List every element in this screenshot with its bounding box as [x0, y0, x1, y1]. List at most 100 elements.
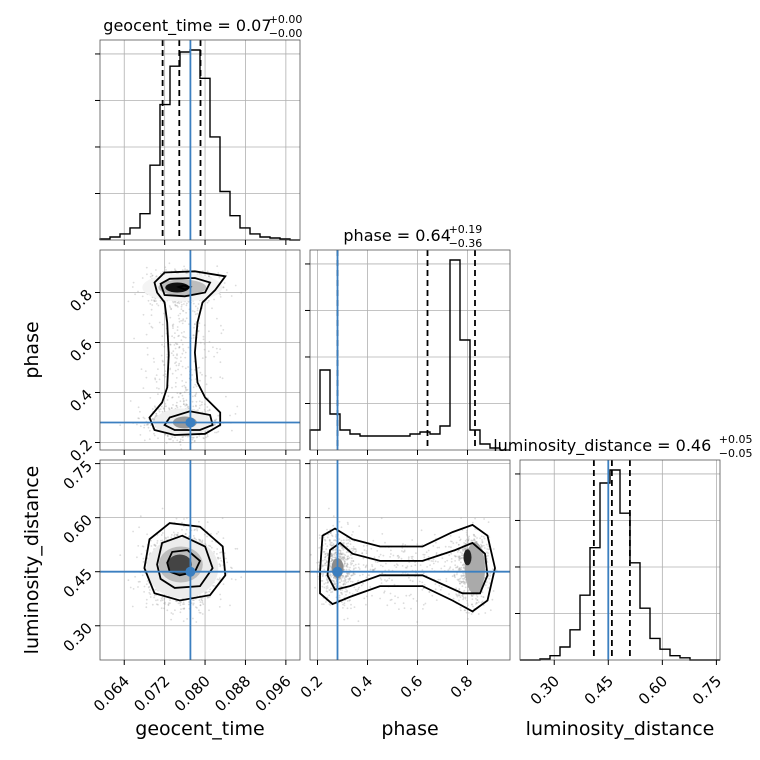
sample-point [342, 580, 345, 582]
sample-point [329, 555, 332, 558]
y-tick-label: 0.8 [66, 286, 96, 316]
sample-point [208, 275, 210, 278]
sample-point [345, 542, 348, 545]
sample-point [474, 528, 477, 530]
sample-point [483, 537, 486, 540]
sample-point [454, 576, 456, 579]
sample-point [453, 554, 456, 557]
sample-point [207, 275, 210, 278]
sample-point [329, 574, 332, 577]
sample-point [324, 556, 326, 559]
sample-point [450, 560, 453, 563]
sample-point [458, 599, 460, 602]
sample-point [222, 329, 225, 331]
sample-point [347, 555, 350, 558]
sample-point [343, 562, 346, 565]
sample-point [322, 551, 325, 553]
sample-point [190, 602, 193, 604]
sample-point [352, 547, 355, 550]
sample-point [185, 389, 188, 392]
sample-point [136, 556, 138, 559]
sample-point [142, 387, 145, 389]
sample-point [466, 533, 468, 536]
sample-point [153, 543, 156, 546]
sample-point [177, 306, 179, 308]
sample-point [325, 548, 328, 551]
sample-point [174, 385, 177, 388]
sample-point [222, 286, 225, 289]
sample-point [176, 353, 178, 356]
sample-point [339, 552, 341, 555]
sample-point [459, 606, 462, 609]
sample-point [358, 568, 361, 570]
sample-point [180, 308, 183, 310]
sample-point [168, 305, 171, 307]
sample-point [334, 551, 337, 554]
sample-point [484, 584, 487, 586]
frame-layer [95, 39, 721, 665]
sample-point [340, 592, 343, 594]
sample-point [198, 611, 201, 614]
sample-point [201, 540, 204, 543]
sample-point [220, 559, 223, 562]
sample-point [206, 535, 208, 538]
sample-point [345, 572, 348, 575]
sample-point [475, 603, 477, 605]
sample-point [149, 552, 152, 555]
sample-point [468, 612, 470, 614]
sample-point [185, 311, 188, 314]
sample-point [462, 598, 464, 601]
sample-point [199, 371, 202, 374]
sample-point [353, 586, 356, 589]
sample-point [209, 595, 211, 598]
sample-point [218, 577, 221, 580]
sample-point [487, 587, 490, 589]
sample-point [332, 544, 335, 547]
sample-point [334, 552, 337, 555]
sample-point [428, 591, 430, 593]
sample-point [158, 321, 161, 324]
sample-point [150, 325, 153, 328]
sample-point [342, 549, 345, 551]
sample-point [341, 589, 344, 591]
sample-point [199, 612, 202, 614]
sample-point [352, 549, 354, 552]
sample-point [198, 538, 200, 541]
sample-point [142, 313, 145, 316]
sample-point [157, 437, 159, 440]
sample-point [464, 547, 467, 550]
sample-point [390, 553, 392, 555]
sample-point [178, 302, 181, 305]
sample-point [147, 426, 150, 429]
sample-point [181, 303, 183, 306]
sample-point [343, 579, 346, 581]
sample-point [326, 554, 329, 557]
sample-point [461, 581, 463, 583]
sample-point [348, 573, 351, 575]
sample-point [181, 436, 184, 439]
sample-point [452, 542, 455, 545]
sample-point [370, 547, 373, 550]
sample-point [462, 548, 464, 551]
sample-point [219, 557, 222, 560]
sample-point [134, 575, 137, 578]
x-tick-label: 0.45 [581, 672, 617, 708]
sample-point [195, 405, 197, 408]
sample-point [185, 381, 187, 384]
sample-point [361, 552, 363, 555]
sample-point [484, 612, 487, 614]
sample-point [174, 369, 177, 372]
sample-point [154, 406, 157, 409]
sample-point [324, 556, 327, 559]
sample-point [340, 558, 343, 561]
sample-point [178, 362, 181, 365]
sample-point [176, 357, 178, 360]
sample-point [184, 320, 187, 323]
sample-point [219, 598, 222, 601]
sample-point [349, 540, 351, 542]
sample-point [365, 564, 368, 567]
sample-point [194, 395, 197, 398]
sample-point [453, 573, 456, 576]
sample-point [435, 552, 438, 554]
sample-point [347, 578, 350, 580]
